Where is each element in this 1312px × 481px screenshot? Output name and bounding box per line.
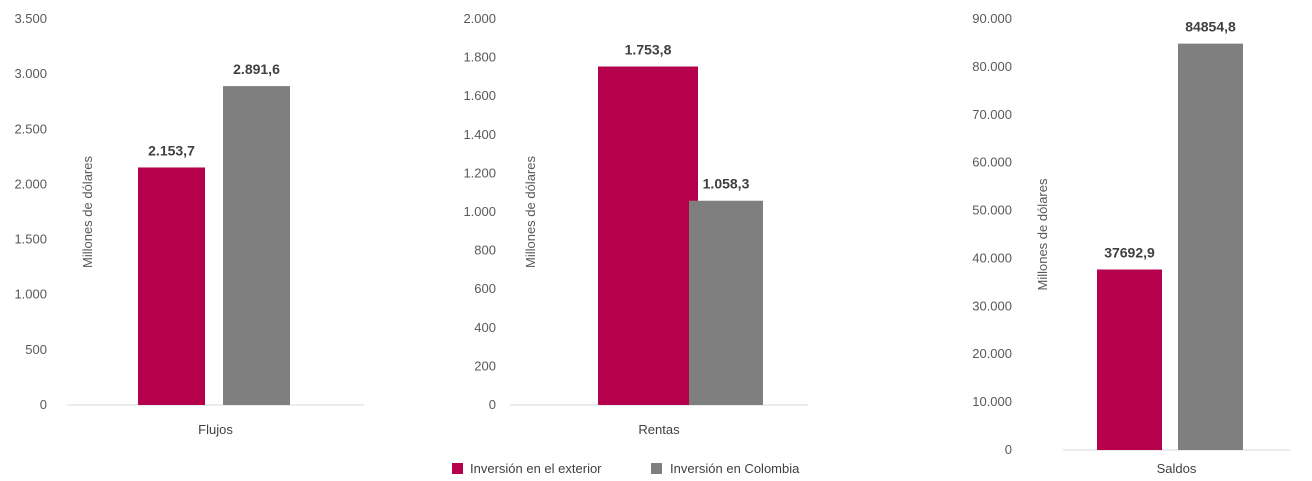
- y-axis-label: Millones de dólares: [1035, 178, 1050, 291]
- y-tick-label: 3.000: [14, 66, 47, 81]
- legend-swatch: [651, 463, 662, 474]
- y-tick-label: 10.000: [972, 394, 1012, 409]
- y-tick-label: 1.800: [463, 50, 496, 65]
- y-tick-label: 80.000: [972, 59, 1012, 74]
- y-tick-label: 0: [40, 397, 47, 412]
- data-label: 1.753,8: [625, 42, 672, 58]
- data-label: 37692,9: [1104, 244, 1155, 260]
- data-label: 2.153,7: [148, 142, 195, 158]
- x-category-label: Saldos: [1157, 461, 1197, 476]
- y-tick-label: 2.000: [463, 11, 496, 26]
- legend-label: Inversión en Colombia: [670, 461, 800, 476]
- y-tick-label: 70.000: [972, 107, 1012, 122]
- bar-exterior: [138, 167, 205, 405]
- data-label: 2.891,6: [233, 61, 280, 77]
- legend: Inversión en el exterior Inversión en Col…: [452, 461, 800, 476]
- y-tick-label: 1.400: [463, 127, 496, 142]
- y-tick-label: 0: [489, 397, 496, 412]
- chart-rentas: 0 200 400 600 800 1.000 1.200 1.400 1.600 1.800 2.…: [463, 11, 808, 437]
- y-tick-label: 1.600: [463, 88, 496, 103]
- y-tick-label: 40.000: [972, 250, 1012, 265]
- bar-exterior: [1097, 269, 1162, 450]
- x-category-label: Flujos: [198, 422, 233, 437]
- data-label: 1.058,3: [703, 176, 750, 192]
- y-tick-label: 500: [25, 342, 47, 357]
- bar-colombia: [223, 86, 290, 405]
- y-tick-label: 1.000: [463, 204, 496, 219]
- legend-label: Inversión en el exterior: [470, 461, 602, 476]
- y-tick-label: 600: [474, 281, 496, 296]
- y-tick-label: 20.000: [972, 346, 1012, 361]
- chart-saldos: 0 10.000 20.000 30.000 40.000 50.000 60.000 70.…: [972, 11, 1290, 476]
- chart-flujos: 0 500 1.000 1.500 2.000 2.500 3.000 3.500 Millon…: [14, 11, 364, 437]
- legend-swatch: [452, 463, 463, 474]
- x-category-label: Rentas: [638, 422, 680, 437]
- y-tick-label: 1.500: [14, 232, 47, 247]
- y-tick-label: 90.000: [972, 11, 1012, 26]
- y-tick-label: 800: [474, 243, 496, 258]
- y-tick-label: 2.000: [14, 176, 47, 191]
- bar-exterior: [598, 66, 698, 405]
- y-tick-label: 2.500: [14, 121, 47, 136]
- y-tick-label: 1.000: [14, 287, 47, 302]
- y-tick-label: 3.500: [14, 11, 47, 26]
- y-tick-label: 30.000: [972, 298, 1012, 313]
- y-tick-label: 1.200: [463, 165, 496, 180]
- bar-colombia: [689, 200, 763, 405]
- y-tick-label: 50.000: [972, 203, 1012, 218]
- bar-colombia: [1178, 43, 1243, 450]
- y-tick-label: 200: [474, 358, 496, 373]
- y-tick-label: 0: [1005, 442, 1012, 457]
- y-axis-label: Millones de dólares: [80, 156, 95, 269]
- data-label: 84854,8: [1185, 19, 1236, 35]
- y-tick-label: 400: [474, 320, 496, 335]
- y-axis-label: Millones de dólares: [523, 156, 538, 269]
- y-tick-label: 60.000: [972, 155, 1012, 170]
